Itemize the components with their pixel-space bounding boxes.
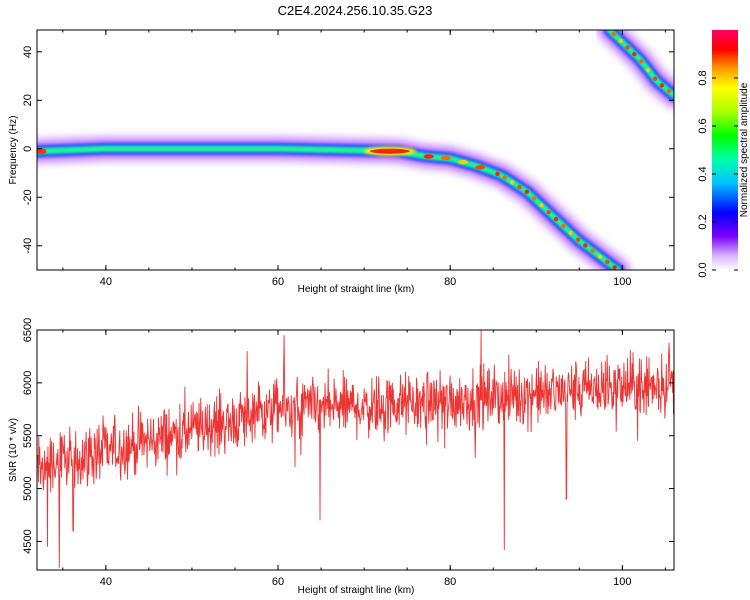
ridge-bead [531, 196, 537, 201]
snr-y-tick-label: 5500 [22, 423, 34, 447]
spectrogram-y-tick-label: 20 [22, 94, 34, 106]
ridge-bead [575, 237, 581, 242]
snr-x-tick-label: 80 [444, 576, 456, 588]
ridge-bead-upper [625, 45, 630, 50]
ridge-bead [495, 171, 500, 177]
colorbar-tick-label: 0.4 [697, 166, 709, 181]
snr-x-axis-label: Height of straight line (km) [298, 585, 415, 596]
spectrogram-x-tick-label: 80 [444, 276, 456, 288]
ridge-bead-upper [611, 31, 616, 37]
ridge-bead [597, 254, 603, 259]
spectrogram-y-tick-label: -40 [22, 238, 34, 254]
colorbar-tick-label: 0.8 [697, 70, 709, 85]
snr-panel: 40 60 80 100 4500 5000 5500 6000 6500 Height of … [8, 318, 675, 596]
snr-frame [36, 329, 675, 571]
snr-y-tick-label: 6500 [22, 318, 34, 342]
hotspot-left-edge [37, 148, 47, 155]
ridge-bead [553, 216, 559, 222]
colorbar-ticks: 0.0 0.2 0.4 0.6 0.8 [697, 70, 738, 278]
ridge-bead [502, 175, 508, 180]
ridge-bead [423, 154, 434, 159]
figure-title: C2E4.2024.256.10.35.G23 [278, 3, 433, 18]
spectrogram-panel: 40 60 80 100 -40 -20 0 20 40 Height of straight … [8, 29, 675, 295]
ridge-bead-upper [632, 51, 637, 57]
ridge-bead [458, 159, 469, 165]
spectrogram-y-tick-label: 40 [22, 46, 34, 58]
colorbar-tick-label: 0.2 [697, 214, 709, 229]
ridge-bead [605, 259, 610, 265]
ridge-bead [612, 265, 617, 270]
ridge-bead-upper [645, 67, 651, 73]
ridge-bead-upper [652, 76, 658, 81]
ridge-bead [546, 210, 551, 215]
ridge-bead-upper [639, 59, 644, 64]
snr-y-axis-label: SNR (10 * v/v) [8, 418, 19, 482]
spectrogram-frame [36, 29, 675, 271]
ridge-bead [568, 230, 573, 236]
ridge-halo-main [37, 133, 633, 270]
spectrogram-x-tick-label: 100 [613, 276, 631, 288]
ridge-bead [475, 165, 486, 170]
snr-x-tick-label: 100 [613, 576, 631, 588]
ridge-bead-upper [666, 88, 672, 94]
snr-axes: 40 60 80 100 4500 5000 5500 6000 6500 [22, 318, 674, 588]
colorbar-tick-label: 0.6 [697, 118, 709, 133]
ridge-bead-upper [659, 83, 665, 88]
spectrogram-x-tick-label: 40 [100, 276, 112, 288]
snr-series-line [37, 330, 674, 568]
colorbar-gradient [712, 30, 738, 270]
spectrogram-y-tick-label: -20 [22, 189, 34, 205]
snr-y-tick-label: 4500 [22, 529, 34, 553]
ridge-bead [583, 243, 588, 248]
ridge-bead [590, 248, 595, 254]
heatmap-layer [37, 30, 674, 270]
snr-y-tick-label: 6000 [22, 371, 34, 395]
ridge-bead [524, 189, 530, 195]
ridge-bead [517, 184, 522, 190]
spectrogram-axes: 40 60 80 100 -40 -20 0 20 40 [22, 30, 674, 288]
snr-y-tick-label: 5000 [22, 476, 34, 500]
snr-x-tick-label: 60 [272, 576, 284, 588]
spectrogram-y-axis-label: Frequency (Hz) [8, 116, 19, 185]
colorbar-tick-label: 0.0 [697, 262, 709, 277]
spectrogram-x-axis-label: Height of straight line (km) [298, 284, 415, 295]
spectrogram-x-tick-label: 60 [272, 276, 284, 288]
snr-x-tick-label: 40 [100, 576, 112, 588]
ridge-bead [561, 223, 566, 229]
spectrogram-y-tick-label: 0 [22, 146, 34, 152]
ridge-bead [440, 155, 451, 161]
ridge-bead [509, 180, 515, 185]
ridge-bead-upper [618, 38, 623, 44]
colorbar-label: Normalized spectral amplitude [739, 82, 750, 217]
hotspot-red [369, 148, 410, 154]
colorbar: 0.0 0.2 0.4 0.6 0.8 Normalized spectral ampl… [697, 30, 750, 278]
snr-line-layer [37, 330, 674, 568]
ridge-bead [539, 203, 544, 208]
